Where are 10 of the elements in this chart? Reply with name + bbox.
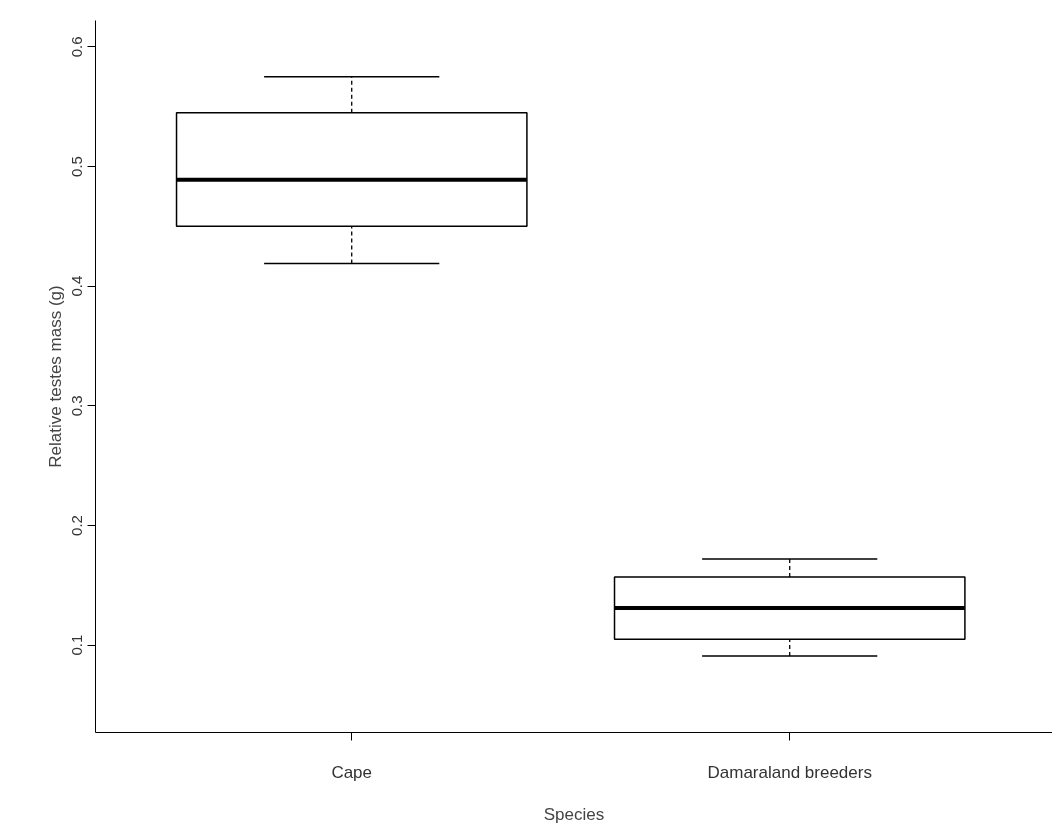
y-tick-label: 0.2: [68, 515, 86, 536]
y-tick-label: 0.6: [68, 36, 86, 58]
y-tick-label: 0.4: [68, 275, 86, 297]
y-tick-label: 0.3: [68, 395, 86, 417]
x-tick-label: Cape: [331, 762, 373, 782]
y-tick-label: 0.5: [68, 156, 86, 177]
y-tick-label: 0.1: [68, 634, 86, 656]
y-axis-title: Relative testes mass (g): [45, 285, 65, 468]
x-tick-label: Damaraland breeders: [707, 762, 872, 782]
x-axis-title: Species: [543, 804, 605, 824]
